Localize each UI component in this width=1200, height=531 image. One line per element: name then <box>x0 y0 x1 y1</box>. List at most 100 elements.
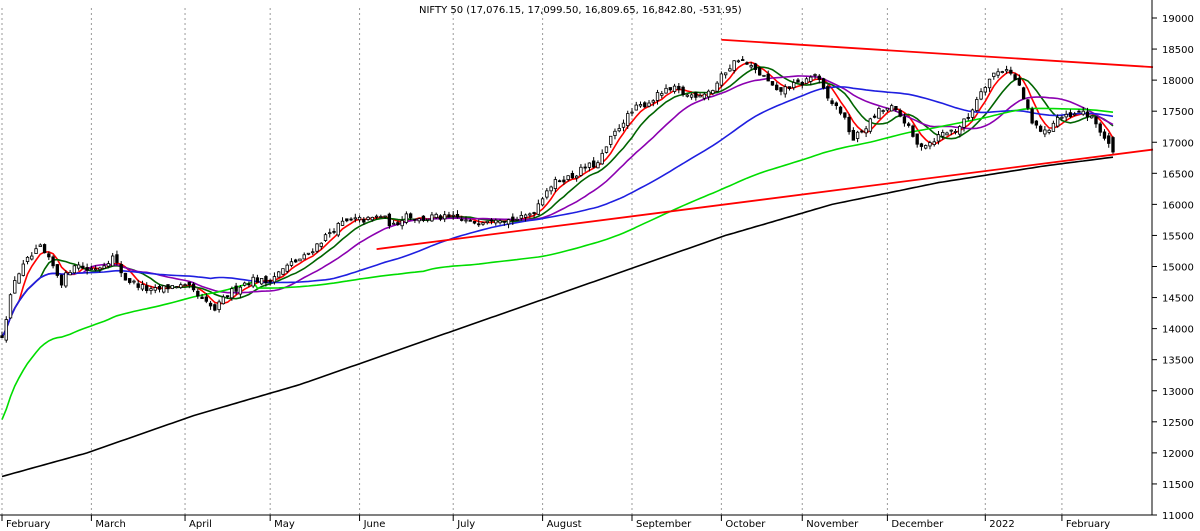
candle-body <box>336 223 340 236</box>
candle-body <box>596 162 600 169</box>
moving-averages <box>1 61 1114 478</box>
candle-body <box>1081 110 1085 115</box>
candle-body <box>13 280 17 294</box>
candles <box>0 56 1115 343</box>
candle-body <box>557 180 562 183</box>
candle-body <box>902 116 907 124</box>
candle-body <box>251 276 255 287</box>
candle-body <box>455 214 460 218</box>
candle-body <box>919 143 924 147</box>
y-tick-label: 17000 <box>1162 138 1194 149</box>
candle-body <box>242 282 247 286</box>
candle-body <box>187 281 191 286</box>
candle-body <box>477 223 481 226</box>
candle-body <box>1060 116 1064 119</box>
x-tick-label: April <box>189 519 212 530</box>
candle-body <box>651 100 655 103</box>
ma-line-5 <box>1 61 1114 338</box>
candle-body <box>38 244 42 247</box>
ma-line-100 <box>1 107 1114 420</box>
candle-body <box>311 251 315 254</box>
candle-body <box>51 256 55 267</box>
candle-body <box>843 112 847 118</box>
candle-body <box>345 218 349 222</box>
candle-body <box>447 214 451 218</box>
candle-body <box>332 230 336 233</box>
candle-body <box>1034 120 1039 126</box>
y-tick-label: 12000 <box>1162 449 1194 460</box>
candle-body <box>264 276 268 284</box>
candle-body <box>834 102 838 106</box>
candle-body <box>1094 116 1098 125</box>
candle-body <box>502 220 506 223</box>
candle-body <box>975 99 979 111</box>
candle-body <box>855 131 860 139</box>
candle-body <box>604 146 609 153</box>
candle-body <box>89 268 94 270</box>
candle-body <box>370 216 375 221</box>
y-tick-label: 18500 <box>1162 45 1194 56</box>
candle-body <box>25 256 30 262</box>
candle-body <box>217 301 221 310</box>
candle-body <box>85 267 89 271</box>
candle-body <box>391 222 396 225</box>
candle-body <box>864 128 868 134</box>
candle-body <box>723 72 728 76</box>
candle-body <box>962 118 966 128</box>
candle-body <box>306 252 311 255</box>
trendline <box>376 148 1154 250</box>
candle-body <box>868 118 873 132</box>
candle-body <box>145 285 149 292</box>
candle-body <box>783 86 787 95</box>
candle-body <box>93 268 98 271</box>
candle-body <box>294 259 298 263</box>
candle-body <box>1009 69 1013 74</box>
candle-body <box>536 203 541 215</box>
candle-body <box>915 133 919 145</box>
candle-body <box>907 123 911 126</box>
candle-body <box>800 81 804 86</box>
candle-body <box>553 179 558 189</box>
candle-body <box>59 274 64 286</box>
candle-body <box>732 60 736 71</box>
candle-body <box>460 219 464 221</box>
candle-body <box>0 335 4 338</box>
candle-body <box>1064 113 1068 118</box>
candle-body <box>574 175 579 179</box>
candle-body <box>81 265 85 269</box>
candle-body <box>213 304 217 311</box>
candle-body <box>481 222 485 225</box>
y-tick-label: 16000 <box>1162 200 1194 211</box>
y-tick-label: 13000 <box>1162 387 1194 398</box>
candle-body <box>894 106 898 111</box>
candle-body <box>174 286 179 288</box>
candle-body <box>434 213 438 218</box>
candle-body <box>983 87 987 93</box>
candle-body <box>638 104 643 107</box>
candle-body <box>506 219 511 225</box>
candle-body <box>123 272 128 281</box>
candle-body <box>349 218 353 221</box>
candle-body <box>847 116 851 133</box>
candle-body <box>281 268 285 275</box>
candle-body <box>821 78 826 89</box>
candle-body <box>872 115 877 118</box>
x-tick-label: June <box>363 519 386 530</box>
x-tick-label: 2022 <box>989 519 1014 530</box>
candle-body <box>924 145 928 149</box>
candle-body <box>285 264 289 272</box>
candle-body <box>366 216 370 220</box>
candle-body <box>374 215 379 218</box>
candle-body <box>357 216 362 221</box>
y-tick-label: 16500 <box>1162 169 1194 180</box>
candle-body <box>711 90 715 94</box>
candle-body <box>115 254 119 263</box>
candle-body <box>272 276 277 283</box>
candle-body <box>128 278 132 283</box>
candle-body <box>787 86 792 90</box>
x-tick-label: September <box>636 519 692 530</box>
candle-body <box>928 142 932 147</box>
candle-body <box>489 219 494 222</box>
candle-body <box>140 284 145 290</box>
